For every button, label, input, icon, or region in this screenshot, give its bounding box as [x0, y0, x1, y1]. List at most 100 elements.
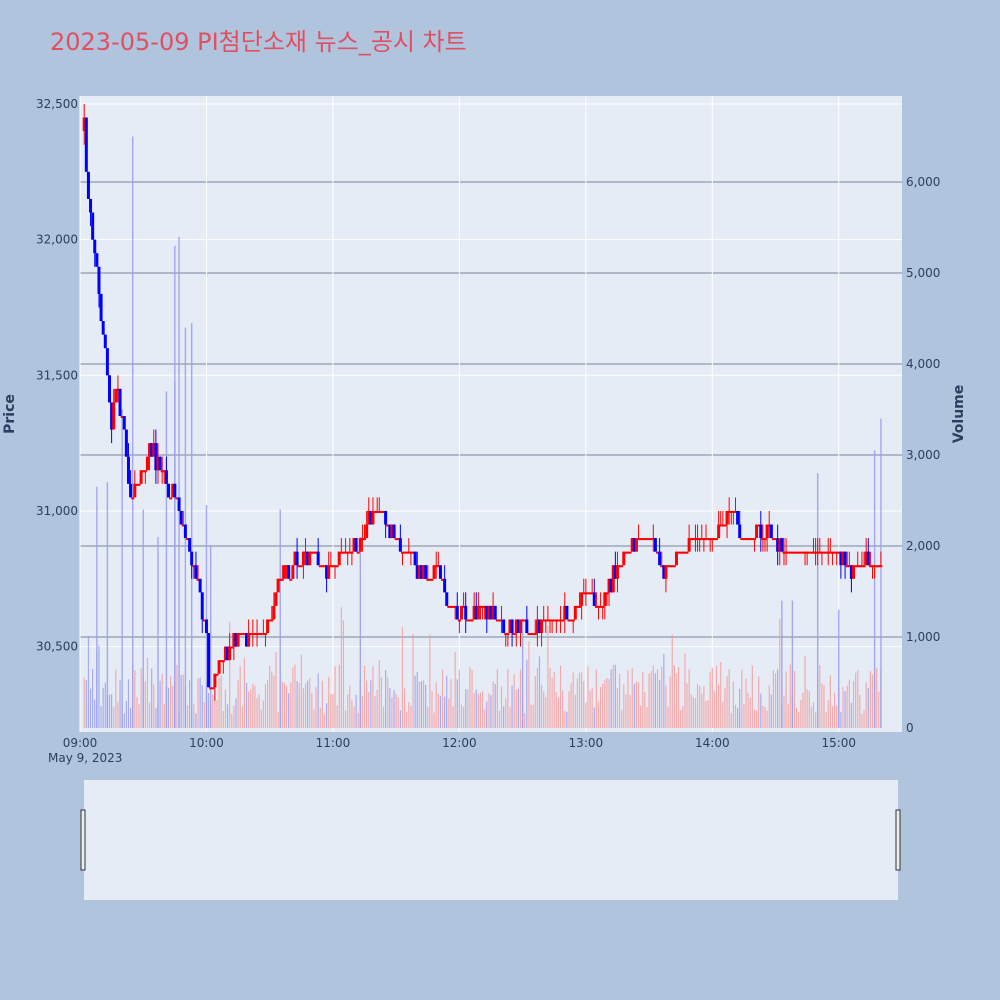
volume-bar: [494, 683, 496, 728]
candle-body: [249, 633, 253, 636]
candle-body: [780, 538, 784, 552]
volume-bar: [827, 700, 829, 728]
volume-bar: [307, 680, 309, 728]
volume-bar: [745, 678, 747, 728]
volume-bar: [218, 677, 220, 728]
y-tick-label: 30,500: [36, 640, 78, 654]
volume-bar: [197, 678, 199, 728]
volume-bar: [399, 710, 401, 728]
volume-bar: [89, 688, 92, 728]
volume-bar: [193, 703, 195, 728]
volume-bar: [170, 676, 172, 728]
volume-bar: [151, 668, 153, 728]
volume-bar: [821, 683, 823, 728]
volume-bar: [838, 609, 840, 728]
candle-body: [805, 551, 809, 554]
volume-bar: [640, 705, 642, 728]
volume-bar: [557, 697, 560, 728]
volume-bar: [739, 688, 741, 728]
volume-bar: [770, 694, 772, 728]
volume-bar: [764, 707, 766, 728]
volume-bar: [602, 683, 604, 728]
candle-body: [761, 538, 765, 541]
volume-bar: [165, 391, 168, 728]
volume-bar: [587, 666, 589, 728]
volume-bar: [692, 697, 694, 728]
candle-body: [234, 633, 238, 647]
candle-body: [563, 605, 567, 620]
candle-body: [596, 605, 600, 608]
volume-bar: [737, 707, 739, 728]
candle-body: [344, 551, 348, 554]
volume-bar: [328, 676, 330, 728]
candle-body: [818, 551, 822, 554]
volume-bar: [125, 701, 127, 728]
candle-body: [630, 538, 634, 552]
volume-bar: [694, 698, 697, 728]
candle-body: [712, 538, 716, 541]
candle-body: [217, 660, 221, 674]
volume-bar: [836, 705, 838, 728]
candle-body: [548, 619, 552, 622]
volume-bar: [606, 677, 608, 728]
candle-body: [546, 619, 550, 622]
candle-body: [373, 510, 377, 513]
candle-body: [653, 538, 657, 552]
volume-bar: [798, 712, 800, 728]
volume-bar: [85, 680, 87, 728]
volume-bar: [298, 683, 300, 728]
candle-body: [466, 619, 470, 622]
volume-bar: [699, 685, 701, 728]
volume-bar: [336, 705, 338, 728]
candle-body: [540, 619, 544, 634]
candle-body: [447, 605, 451, 608]
volume-bar: [652, 665, 654, 728]
volume-bar: [361, 696, 364, 728]
volume-bar: [412, 633, 414, 728]
candle-body: [236, 633, 240, 647]
candle-body: [474, 605, 478, 620]
candle-body: [413, 551, 417, 566]
volume-bar: [463, 706, 465, 728]
candle-body: [824, 551, 828, 554]
candle-body: [154, 443, 158, 471]
volume-bar: [852, 681, 855, 728]
candle-body: [757, 524, 761, 527]
volume-bar: [277, 712, 279, 728]
volume-bar: [454, 651, 456, 728]
candle-body: [358, 538, 362, 552]
candle-body: [609, 578, 613, 593]
candle-body: [668, 565, 672, 568]
candle-body: [116, 388, 120, 391]
candle-body: [679, 551, 683, 554]
candle-body: [544, 619, 548, 622]
volume-bar: [661, 666, 663, 728]
volume-bar: [855, 672, 857, 728]
candle-body: [207, 633, 211, 688]
candle-body: [514, 619, 518, 634]
y2-tick-label: 5,000: [906, 266, 940, 280]
candle-body: [417, 565, 421, 579]
volume-bar: [568, 691, 570, 728]
candle-body: [211, 687, 215, 690]
volume-bar: [880, 418, 882, 728]
volume-bar: [755, 710, 758, 728]
candle-body: [763, 538, 767, 541]
candle-body: [276, 578, 280, 593]
candle-body: [508, 619, 512, 634]
candle-body: [615, 565, 619, 579]
y-tick-label: 31,000: [36, 504, 78, 518]
volume-bar: [722, 701, 724, 728]
candle-body: [525, 619, 529, 634]
candle-body: [485, 605, 489, 620]
volume-bar: [248, 691, 250, 728]
volume-bar: [319, 707, 321, 728]
volume-bar: [623, 684, 625, 728]
volume-bar: [256, 697, 258, 728]
volume-bar: [530, 704, 532, 728]
volume-bar: [867, 687, 869, 728]
volume-bar: [444, 696, 446, 728]
volume-bar: [117, 701, 119, 728]
volume-bar: [460, 704, 463, 728]
